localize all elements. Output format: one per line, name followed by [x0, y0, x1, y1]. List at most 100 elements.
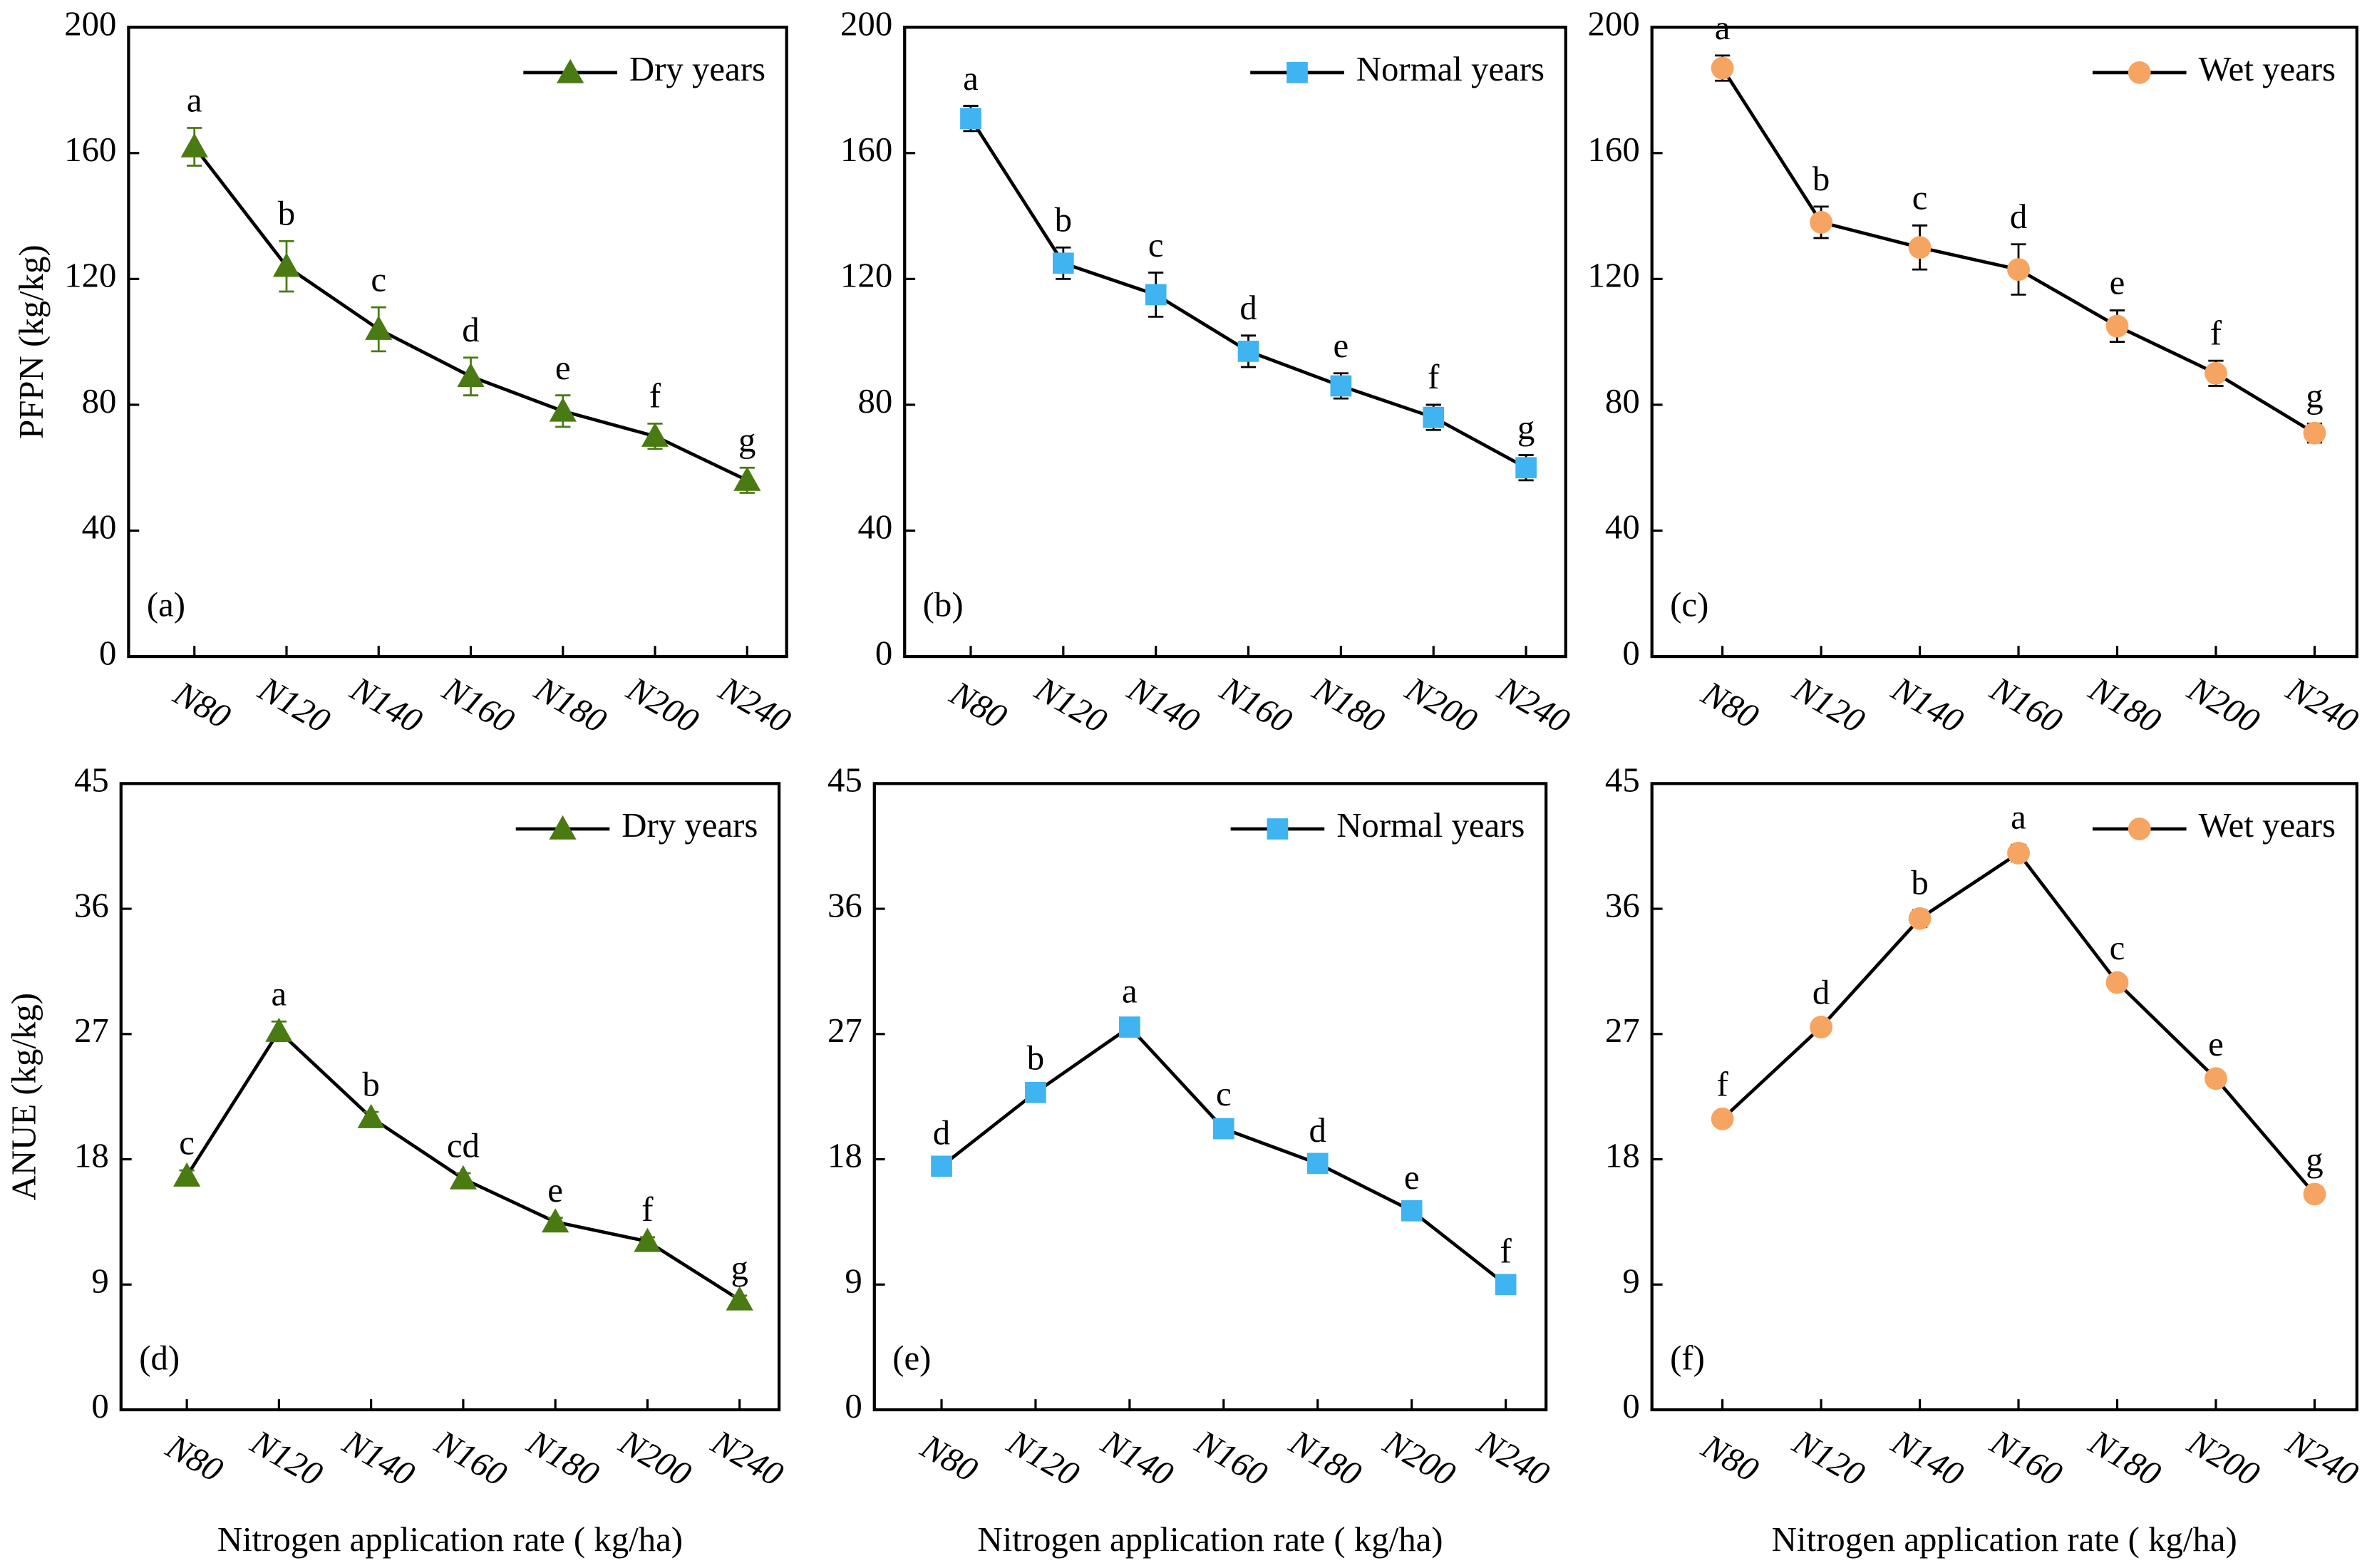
y-tick-label: 27: [74, 1011, 109, 1050]
x-tick-label: N140: [344, 669, 428, 741]
marker: [2303, 1182, 2326, 1206]
marker: [2105, 314, 2129, 338]
y-tick-label: 9: [91, 1262, 108, 1300]
y-tick-label: 80: [857, 382, 892, 421]
significance-label: b: [1911, 863, 1928, 902]
marker: [1237, 341, 1259, 362]
y-tick-label: 0: [875, 634, 892, 672]
marker: [1052, 252, 1074, 274]
y-tick-label: 40: [857, 508, 892, 547]
plot-frame: [872, 782, 1548, 1412]
marker: [1119, 1016, 1140, 1038]
legend-label: Wet years: [2199, 806, 2336, 845]
legend-label: Wet years: [2199, 50, 2336, 88]
x-tick-label: N180: [520, 1423, 605, 1494]
significance-label: cd: [447, 1126, 480, 1165]
plot-frame: [119, 782, 781, 1412]
marker: [542, 1208, 569, 1233]
marker: [960, 108, 981, 130]
x-tick-label: N160: [435, 669, 520, 741]
marker: [357, 1103, 385, 1128]
y-axis-label: PFPN (kg/kg): [12, 244, 51, 439]
marker: [1330, 375, 1352, 397]
x-tick-label: N80: [159, 1427, 229, 1490]
legend-label: Normal years: [1336, 806, 1525, 845]
x-tick-label: N200: [612, 1423, 697, 1494]
significance-label: g: [731, 1249, 748, 1287]
x-tick-label: N180: [1306, 669, 1391, 741]
marker: [634, 1227, 661, 1252]
significance-label: b: [1812, 160, 1830, 198]
x-tick-label: N80: [1695, 674, 1765, 736]
significance-label: a: [1122, 972, 1138, 1011]
y-tick-label: 9: [1622, 1262, 1639, 1300]
significance-label: e: [547, 1171, 563, 1209]
significance-label: a: [187, 81, 202, 120]
x-tick-label: N140: [336, 1423, 421, 1494]
marker: [2128, 817, 2151, 840]
x-tick-label: N120: [1001, 1423, 1086, 1494]
significance-label: e: [1334, 326, 1349, 365]
y-tick-label: 40: [82, 508, 117, 547]
marker: [2205, 361, 2227, 385]
x-tick-label: N240: [1470, 1423, 1555, 1494]
y-tick-label: 9: [845, 1262, 862, 1300]
marker: [549, 815, 577, 840]
y-tick-label: 18: [74, 1137, 109, 1175]
y-tick-label: 80: [82, 382, 117, 421]
x-tick-label: N120: [252, 669, 336, 741]
significance-label: g: [2306, 377, 2323, 416]
y-tick-label: 27: [1605, 1011, 1640, 1050]
significance-label: a: [272, 974, 287, 1013]
plot-frame: [1650, 26, 2358, 659]
marker: [2205, 1067, 2227, 1090]
x-tick-label: N180: [2082, 669, 2167, 741]
x-tick-label: N200: [1398, 669, 1483, 741]
x-tick-label: N180: [527, 669, 612, 741]
significance-label: f: [649, 377, 661, 416]
x-tick-label: N240: [2279, 1423, 2364, 1494]
y-tick-label: 200: [840, 4, 892, 43]
marker: [457, 363, 485, 388]
plot-frame: [1650, 782, 2358, 1412]
y-axis-label: ANUE (kg/kg): [4, 993, 43, 1200]
significance-label: c: [1912, 179, 1928, 217]
significance-label: f: [1428, 358, 1440, 396]
x-tick-label: N240: [1491, 669, 1576, 741]
panel-label: (a): [147, 585, 185, 624]
x-tick-label: N120: [1786, 669, 1871, 741]
marker: [733, 466, 761, 491]
x-tick-label: N160: [1984, 1423, 2068, 1494]
significance-label: f: [1500, 1232, 1512, 1271]
y-tick-label: 200: [1588, 4, 1640, 43]
marker: [1495, 1274, 1517, 1296]
y-tick-label: 200: [64, 4, 116, 43]
significance-label: c: [179, 1123, 195, 1162]
x-tick-label: N140: [1095, 1423, 1180, 1494]
marker: [1145, 284, 1167, 306]
y-tick-label: 40: [1605, 508, 1640, 547]
x-tick-label: N200: [2181, 669, 2266, 741]
marker: [2105, 971, 2129, 994]
significance-label: d: [2010, 197, 2027, 236]
significance-label: c: [371, 260, 386, 299]
x-tick-label: N120: [1786, 1423, 1871, 1494]
marker: [1908, 907, 1932, 930]
marker: [180, 133, 208, 158]
x-tick-label: N180: [1282, 1423, 1367, 1494]
marker: [557, 58, 584, 83]
marker: [272, 252, 301, 277]
marker: [931, 1155, 952, 1177]
y-tick-label: 18: [1605, 1137, 1640, 1175]
x-tick-label: N140: [1120, 669, 1205, 741]
significance-label: b: [278, 195, 295, 233]
x-tick-label: N240: [2279, 669, 2364, 741]
x-tick-label: N120: [244, 1423, 329, 1494]
panel: 0 9 18 27 36 45 N80 N120 N140 N160 N180 N200 N240 Nit…: [827, 761, 1556, 1559]
legend-label: Normal years: [1356, 50, 1545, 88]
x-tick-label: N160: [1213, 669, 1298, 741]
